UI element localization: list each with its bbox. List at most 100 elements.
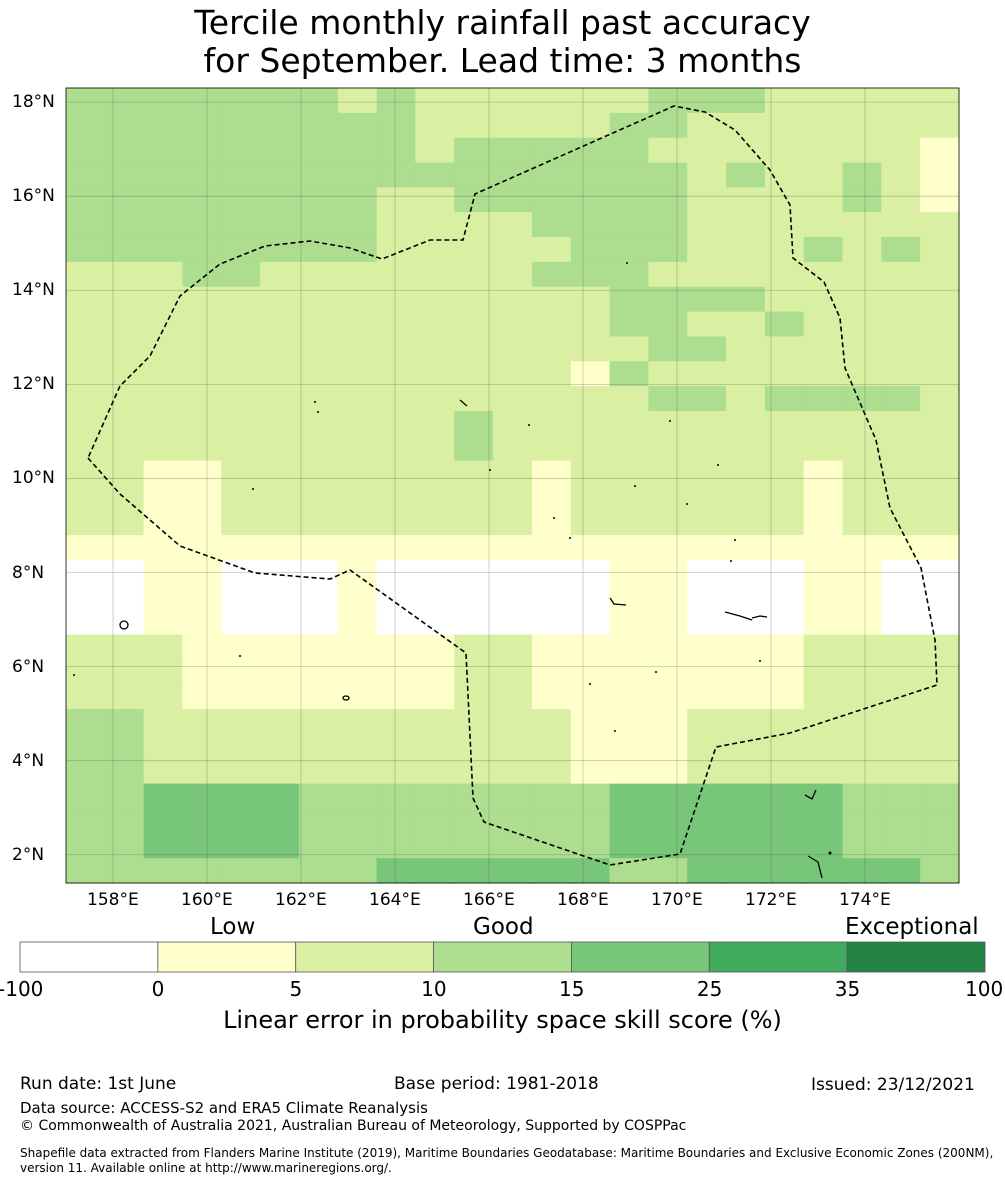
skill-cell	[182, 187, 222, 213]
skill-cell	[648, 808, 688, 834]
skill-cell	[376, 162, 417, 188]
skill-cell	[298, 758, 339, 785]
skill-cell	[182, 336, 222, 362]
skill-cell	[66, 709, 106, 735]
skill-cell	[881, 609, 921, 636]
skill-cell	[531, 634, 572, 660]
skill-cell	[764, 833, 805, 859]
colorbar-tick-label: -100	[0, 977, 44, 1001]
skill-cell	[104, 237, 145, 263]
latitude-tick-label: 16°N	[12, 186, 55, 207]
skill-cell	[648, 584, 688, 611]
skill-cell	[66, 510, 106, 536]
skill-cell	[920, 137, 960, 164]
skill-cell	[221, 783, 261, 810]
skill-cell	[493, 709, 533, 735]
skill-cell	[493, 659, 533, 685]
skill-cell	[648, 435, 688, 462]
skill-cell	[143, 833, 184, 859]
skill-cell	[881, 361, 921, 387]
colorbar-segment	[19, 941, 159, 973]
skill-cell	[609, 386, 649, 412]
skill-cell	[803, 485, 844, 511]
skill-cell	[376, 535, 417, 561]
skill-cell	[803, 634, 844, 660]
skill-cell	[104, 709, 145, 735]
skill-cell	[531, 261, 572, 288]
skill-cell	[260, 609, 300, 636]
skill-cell	[143, 286, 184, 313]
skill-cell	[842, 758, 882, 785]
skill-cell	[337, 460, 378, 487]
longitude-tick-label: 172°E	[745, 890, 797, 910]
skill-cell	[143, 609, 184, 636]
skill-cell	[803, 560, 844, 586]
skill-cell	[920, 709, 960, 735]
skill-cell	[376, 584, 417, 611]
skill-cell	[803, 783, 844, 810]
skill-cell	[182, 609, 222, 636]
skill-cell	[531, 833, 572, 859]
skill-cell	[842, 336, 882, 362]
skill-cell	[531, 783, 572, 810]
longitude-tick-label: 158°E	[87, 890, 139, 910]
skill-cell	[415, 137, 455, 164]
skill-cell	[182, 783, 222, 810]
skill-cell	[454, 808, 494, 834]
skill-cell	[182, 88, 222, 114]
skill-cell	[803, 237, 844, 263]
skill-cell	[66, 684, 106, 710]
skill-cell	[104, 435, 145, 462]
skill-cell	[182, 386, 222, 412]
skill-cell	[143, 560, 184, 586]
skill-cell	[182, 584, 222, 611]
skill-cell	[764, 659, 805, 685]
skill-cell	[454, 709, 494, 735]
skill-cell	[920, 659, 960, 685]
skill-cell	[648, 361, 688, 387]
skill-cell	[415, 336, 455, 362]
longitude-tick-label: 166°E	[463, 890, 515, 910]
skill-cell	[764, 311, 805, 338]
skill-cell	[454, 88, 494, 114]
skill-cell	[182, 311, 222, 338]
skill-cell	[454, 659, 494, 685]
skill-cell	[609, 609, 649, 636]
skill-cell	[920, 808, 960, 834]
skill-cell	[570, 88, 611, 114]
skill-cell	[726, 410, 766, 437]
skill-cell	[570, 212, 611, 238]
skill-cell	[570, 112, 611, 139]
skill-cell	[687, 88, 727, 114]
skill-cell	[881, 783, 921, 810]
skill-cell	[104, 833, 145, 859]
skill-cell	[570, 361, 611, 387]
skill-cell	[454, 833, 494, 859]
skill-cell	[920, 758, 960, 785]
skill-cell	[570, 237, 611, 263]
skill-cell	[764, 386, 805, 412]
skill-cell	[531, 137, 572, 164]
skill-cell	[182, 261, 222, 288]
skill-cell	[881, 112, 921, 139]
skill-cell	[842, 88, 882, 114]
colorbar-tick-label: 25	[696, 977, 723, 1001]
skill-cell	[881, 386, 921, 412]
skill-cell	[570, 560, 611, 586]
skill-cell	[687, 783, 727, 810]
skill-cell	[415, 286, 455, 313]
skill-cell	[104, 137, 145, 164]
skill-cell	[104, 858, 145, 884]
skill-cell	[531, 410, 572, 437]
skill-cell	[531, 460, 572, 487]
skill-cell	[648, 88, 688, 114]
skill-cell	[609, 485, 649, 511]
skill-cell	[221, 137, 261, 164]
skill-cell	[726, 758, 766, 785]
skill-cell	[803, 833, 844, 859]
colorbar-tick-label: 0	[151, 977, 165, 1001]
skill-cell	[570, 137, 611, 164]
skill-cell	[803, 361, 844, 387]
skill-cell	[454, 560, 494, 586]
skill-cell	[298, 112, 339, 139]
